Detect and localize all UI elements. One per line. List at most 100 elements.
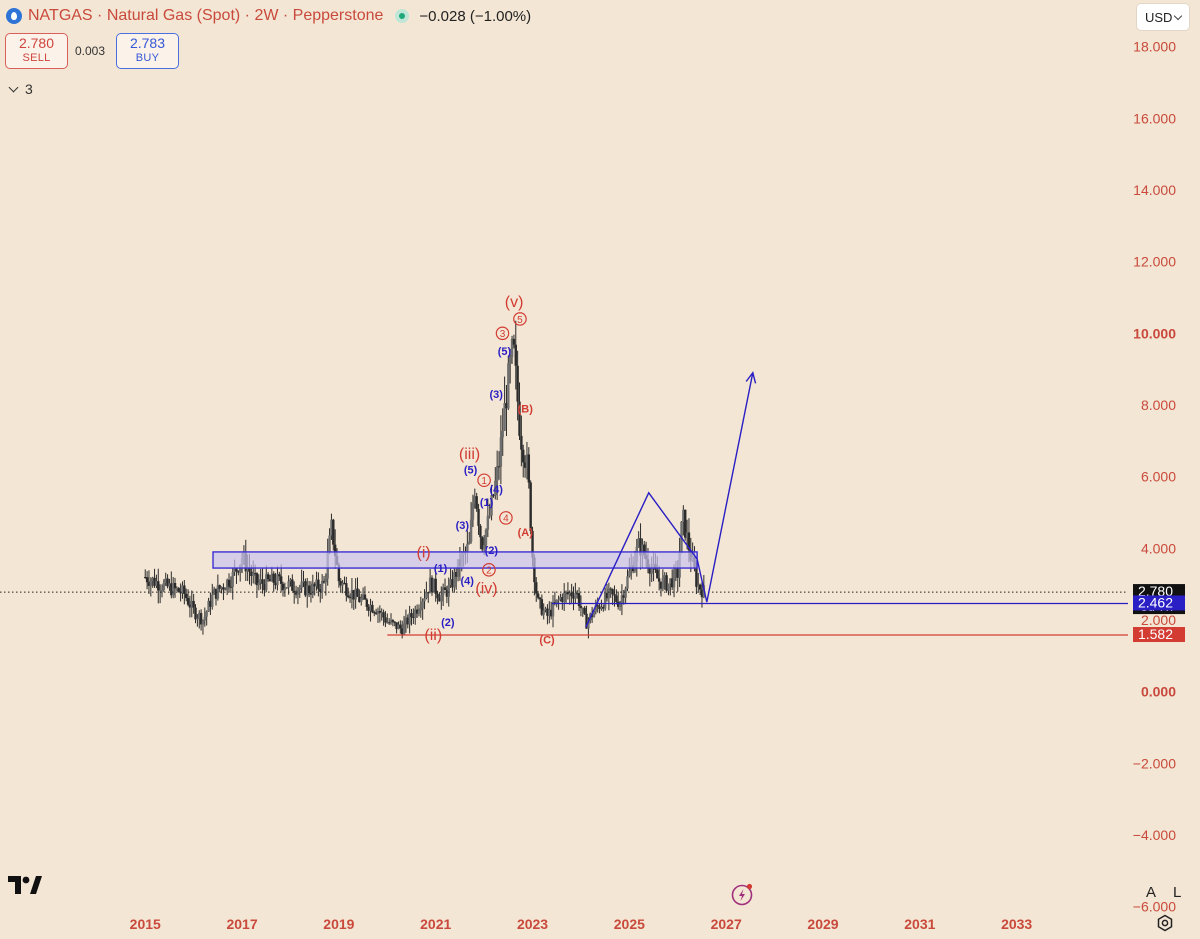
buy-button[interactable]: 2.783 BUY [116,33,179,69]
separator: · [92,7,107,24]
candle-body [185,593,188,599]
candle-body [360,598,363,602]
y-tick-label: 2.000 [1141,612,1176,628]
candle-body [428,577,432,594]
buy-label: BUY [135,52,160,64]
candle-body [296,589,300,595]
wave-label: (C) [539,635,555,647]
candle-body [348,597,352,599]
resistance-zone[interactable] [212,551,698,569]
y-tick-label: 16.000 [1133,110,1176,126]
candle-body [445,590,449,597]
symbol[interactable]: NATGAS [28,7,93,24]
candle-body [600,606,603,610]
candle-body [514,344,517,366]
separator: · [278,7,293,24]
candle-body [585,613,588,629]
time-axis[interactable]: 2015 2017 2019 2021 2023 2025 2027 2029 2031 2033 [130,916,1033,932]
candle-body [395,622,398,630]
candle-body [333,544,337,557]
wave-label: 4 [503,514,509,525]
x-tick-label: 2023 [517,916,548,932]
candle-body [298,587,301,590]
candle-body [672,569,676,588]
auto-scale-button[interactable]: A [1146,884,1157,901]
tradingview-logo-icon[interactable] [8,876,42,894]
candle-body [562,592,566,602]
candle-body [406,617,409,625]
candle-body [441,587,445,596]
candle-body [268,579,272,582]
wave-label: 5 [517,315,523,326]
candle-body [695,568,698,587]
candle-body [261,579,264,585]
candle-body [270,573,274,582]
log-scale-button[interactable]: L [1173,884,1182,901]
candle-body [488,515,491,517]
x-tick-label: 2017 [226,916,257,932]
y-tick-label: 8.000 [1141,397,1176,413]
candle-body [451,579,454,588]
candle-body [559,597,562,600]
candle-body [324,578,328,583]
candle-body [196,618,199,620]
candle-body [443,587,447,591]
candle-body [157,581,160,591]
indicators-toggle[interactable]: 3 [6,79,40,99]
candle-body [179,592,182,594]
candle-body [160,589,164,591]
candle-body [317,579,320,590]
candle-body [231,572,234,587]
candle-body [609,588,612,590]
x-tick-label: 2015 [130,916,161,932]
candle-body [235,568,238,572]
y-tick-label: −2.000 [1133,755,1176,771]
candle-body [583,607,586,614]
chevron-down-icon [8,82,19,92]
candle-body [177,588,180,593]
wave-label: 3 [500,329,506,340]
candle-body [147,582,151,586]
candle-body [253,573,257,575]
candle-body [561,597,564,602]
candle-body [468,541,471,544]
candle-body [218,585,221,589]
lightning-icon[interactable] [730,882,754,906]
candle-body [266,574,270,580]
wave-label: (ii) [424,627,442,644]
candle-body [410,613,413,617]
wave-label: 1 [481,476,487,487]
support-lines[interactable] [387,602,1128,636]
candle-body [181,585,184,594]
candle-body [203,616,207,621]
candle-body [397,624,400,630]
candle-body [229,586,233,588]
candle-body [494,480,497,496]
currency-select[interactable]: USD [1137,4,1189,30]
gear-icon[interactable] [1156,914,1174,932]
candle-body [481,537,484,550]
interval[interactable]: 2W [254,7,279,24]
sell-button[interactable]: 2.780 SELL [5,33,68,69]
candle-body [272,573,275,583]
candle-body [466,543,469,552]
price-axis[interactable]: 18.000 16.000 14.000 12.000 10.000 8.000 6.000… [1133,39,1176,915]
candle-body [639,538,642,556]
candle-body [144,577,147,579]
candle-body [618,603,622,607]
candle-body [540,599,544,615]
candle-body [544,608,547,611]
wave-label: (2) [485,545,499,557]
candle-body [447,585,450,597]
candle-body [248,567,251,572]
projection-path[interactable] [585,371,757,628]
candle-body [501,430,504,438]
candle-body [222,587,225,590]
candle-body [170,583,173,596]
y-tick-label: 18.000 [1133,39,1176,55]
candle-body [220,587,223,589]
candle-body [358,596,361,602]
candle-body [421,601,424,609]
